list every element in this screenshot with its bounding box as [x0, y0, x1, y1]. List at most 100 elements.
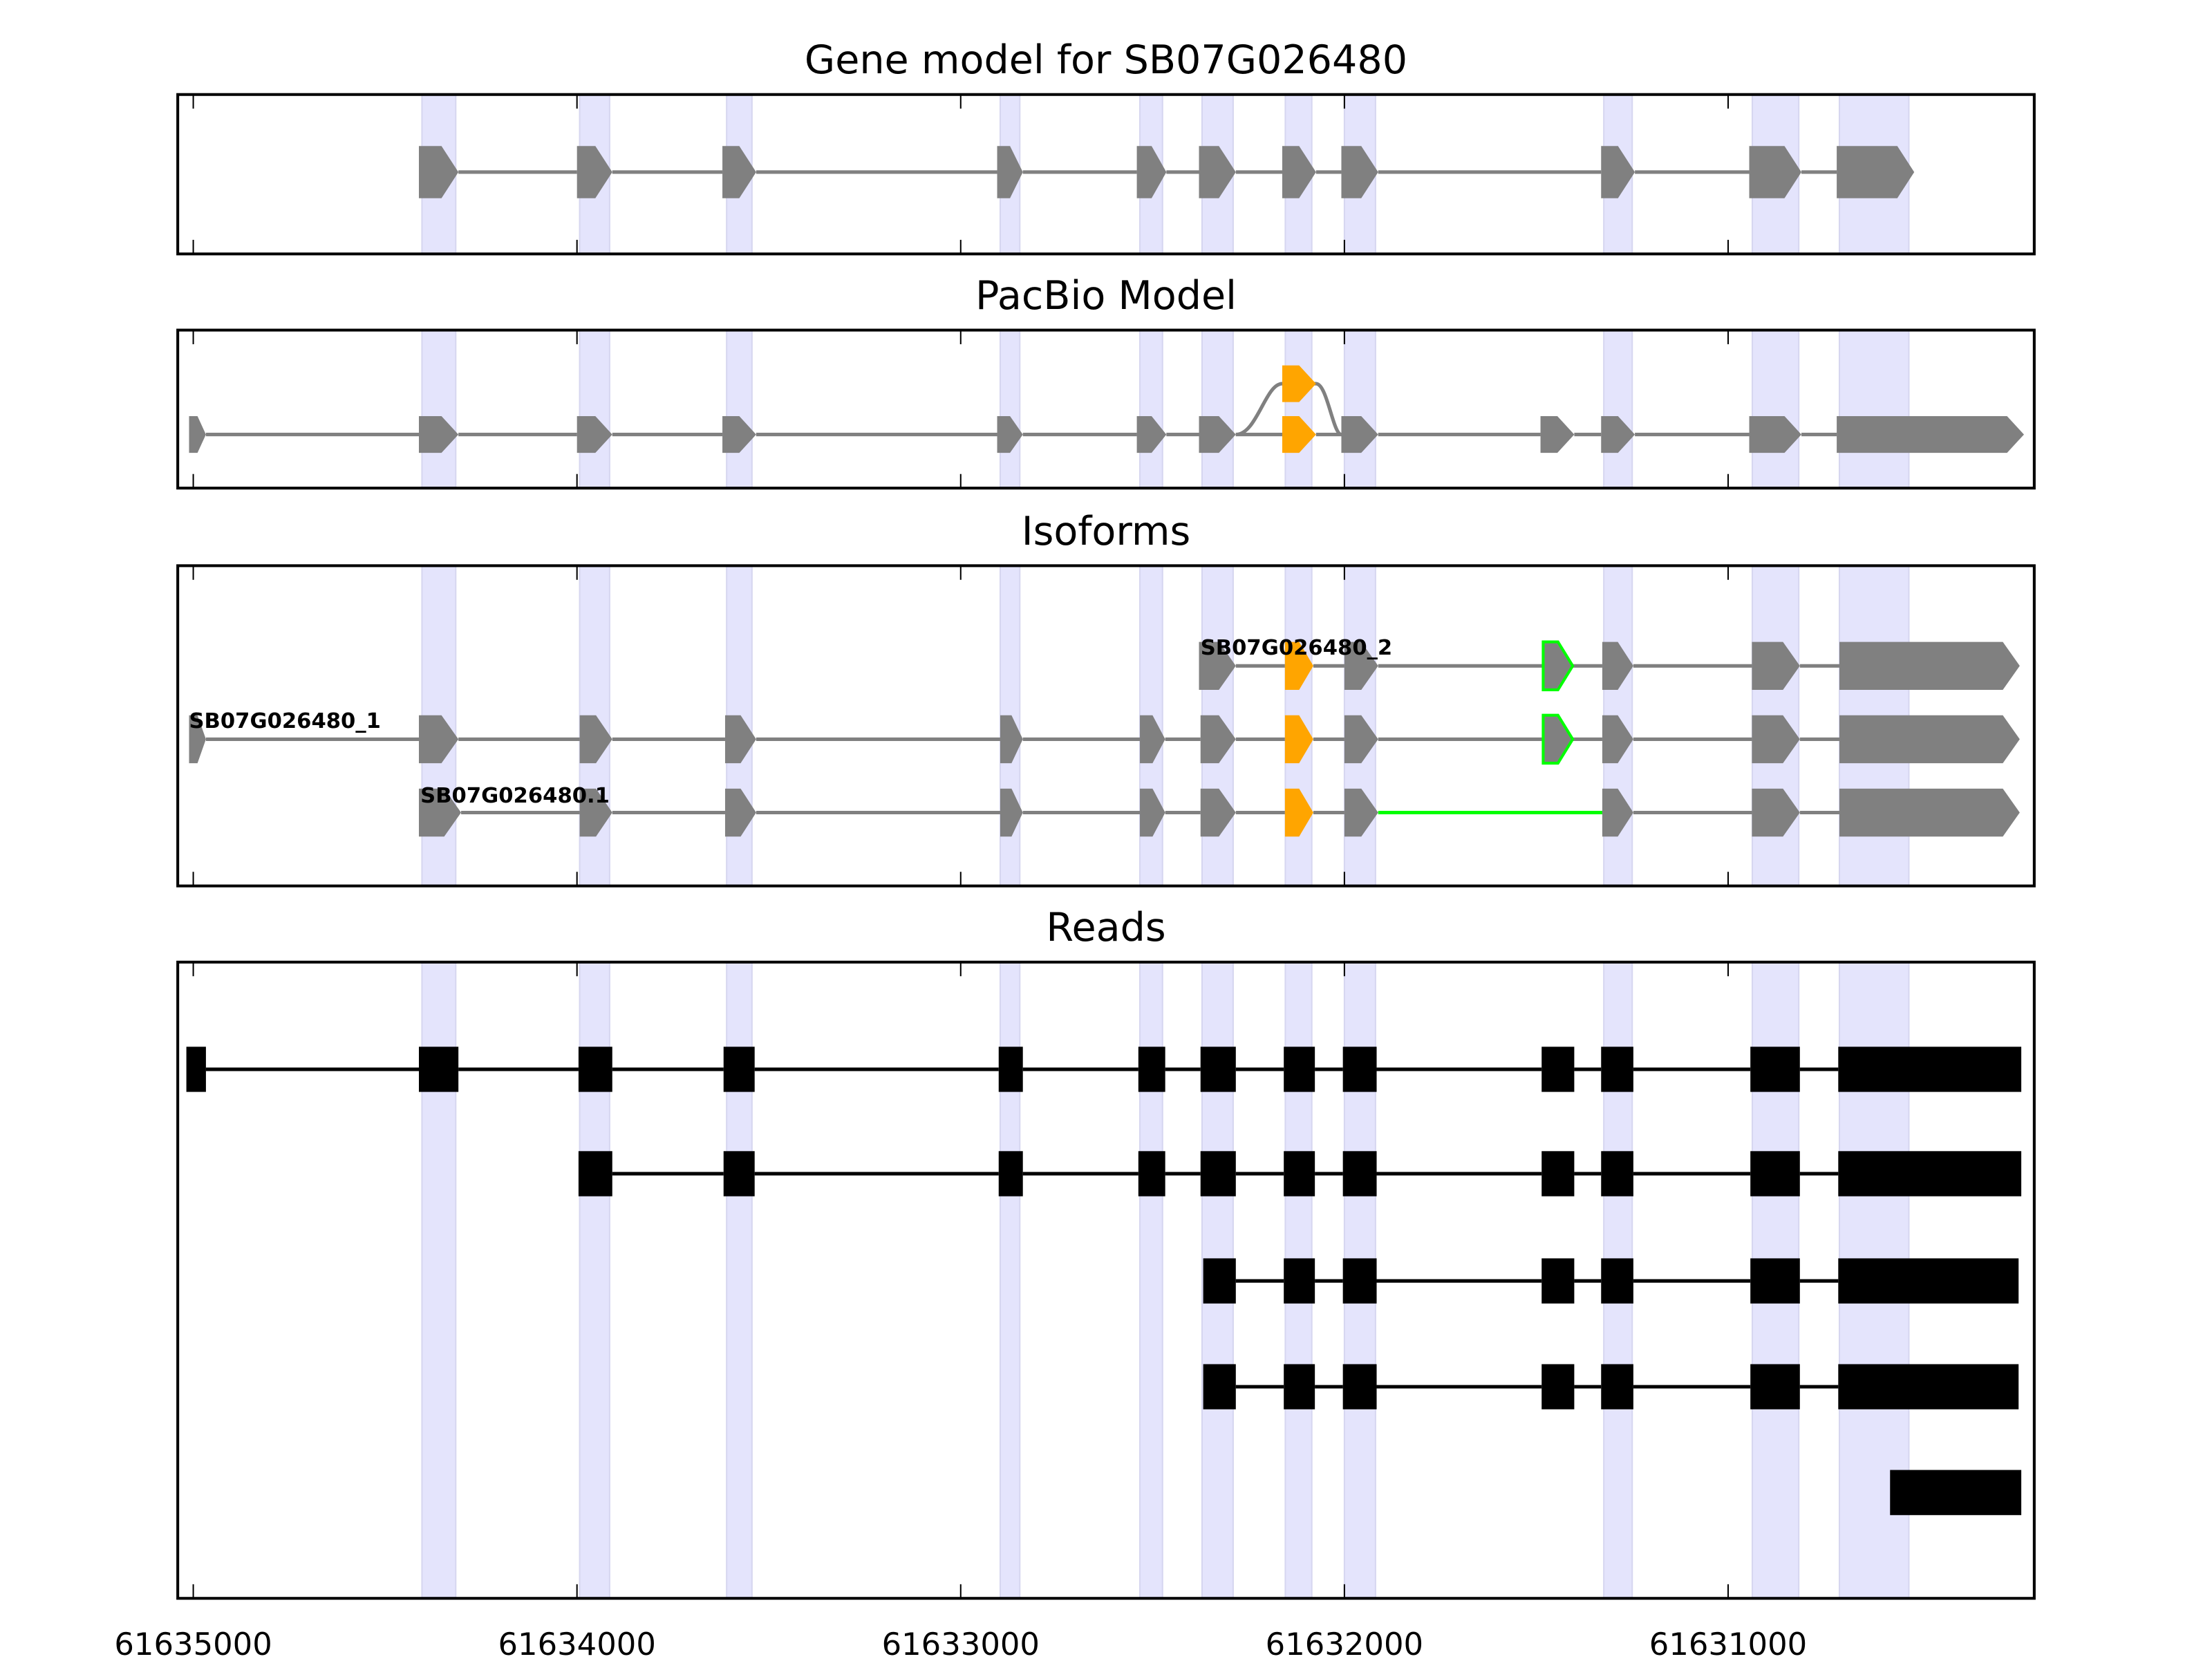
shaded-exon-region — [999, 329, 1021, 489]
panel-title-pacbio: PacBio Model — [975, 273, 1237, 319]
panel-frame — [176, 93, 2036, 256]
exon — [1601, 146, 1635, 198]
exon — [577, 416, 612, 453]
read-block — [1342, 1151, 1377, 1197]
exon — [1140, 788, 1165, 837]
shaded-exon-region — [1838, 329, 1910, 489]
exon — [724, 788, 756, 837]
read-block — [578, 1151, 612, 1197]
read-block — [186, 1047, 206, 1092]
read-block — [1284, 1364, 1315, 1409]
alt-exon — [1284, 715, 1313, 764]
panel-frames — [176, 93, 2036, 1600]
read-block — [1750, 1047, 1800, 1092]
exon — [1344, 641, 1378, 690]
x-tick-label: 61632000 — [1266, 1626, 1423, 1659]
exon — [1540, 416, 1575, 453]
exon — [579, 788, 612, 837]
read-block — [1750, 1151, 1800, 1197]
alt-exon — [1282, 365, 1316, 402]
exon — [724, 715, 756, 764]
isoform-label: SB07G026480_2 — [1201, 636, 1392, 660]
exon — [577, 146, 612, 198]
read-block — [1750, 1364, 1800, 1409]
exon — [418, 416, 459, 453]
exon — [1341, 416, 1378, 453]
exon — [1602, 641, 1633, 690]
read-block — [1200, 1047, 1236, 1092]
isoform-label: SB07G026480.1 — [420, 784, 610, 808]
panel-title-reads: Reads — [1046, 905, 1165, 950]
exon — [1839, 715, 2020, 764]
read-block — [1541, 1364, 1575, 1409]
exon — [189, 715, 206, 764]
transcript-track — [418, 146, 1915, 198]
panel-frame — [176, 960, 2036, 1600]
read-block — [1601, 1151, 1633, 1197]
read-block — [1284, 1047, 1315, 1092]
transcript-track — [189, 713, 2020, 765]
exon — [1839, 788, 2020, 837]
exon — [1752, 788, 1800, 837]
exon — [997, 146, 1023, 198]
shaded-exon-region — [1343, 329, 1376, 489]
read-block — [1838, 1047, 2022, 1092]
shaded-exon-region — [1201, 329, 1234, 489]
alt-exon — [1284, 788, 1313, 837]
track-marks — [186, 146, 2024, 1515]
alt-exon — [1284, 641, 1313, 690]
read-track — [186, 1047, 2022, 1092]
read-block — [1601, 1364, 1633, 1409]
read-block — [1601, 1047, 1633, 1092]
exon — [418, 146, 459, 198]
read-block — [1138, 1047, 1165, 1092]
read-block — [1750, 1258, 1800, 1304]
x-tick-label: 61634000 — [498, 1626, 655, 1659]
exon — [1200, 788, 1236, 837]
shaded-regions — [421, 93, 1910, 1600]
shaded-exon-region — [1284, 329, 1313, 489]
novel-exon — [1541, 640, 1575, 691]
exon — [1752, 641, 1800, 690]
read-block — [1203, 1364, 1236, 1409]
panel-frame — [176, 564, 2036, 888]
read-block — [418, 1047, 459, 1092]
isoform-label: SB07G026480_1 — [189, 709, 380, 733]
transcript-track — [1199, 640, 2020, 691]
read-block — [723, 1047, 755, 1092]
exon — [1839, 641, 2020, 690]
read-track — [1203, 1364, 2019, 1409]
exon — [1837, 146, 1915, 198]
read-block — [1838, 1258, 2019, 1304]
read-track — [578, 1151, 2022, 1197]
exon — [1602, 788, 1633, 837]
exon — [1749, 416, 1802, 453]
read-block — [1541, 1151, 1575, 1197]
exon — [1199, 641, 1236, 690]
exon — [1199, 146, 1236, 198]
shaded-exon-region — [1603, 329, 1633, 489]
exon — [1282, 146, 1316, 198]
read-block — [1601, 1258, 1633, 1304]
shaded-exon-region — [421, 329, 457, 489]
read-block — [1203, 1258, 1236, 1304]
read-block — [1200, 1151, 1236, 1197]
exon — [1341, 146, 1378, 198]
exon — [1140, 715, 1165, 764]
shaded-exon-region — [726, 329, 753, 489]
exon — [1344, 788, 1378, 837]
exon — [1602, 715, 1633, 764]
exon — [1601, 416, 1635, 453]
read-block — [1342, 1258, 1377, 1304]
shaded-exon-region — [579, 329, 610, 489]
read-block — [578, 1047, 612, 1092]
read-block — [1284, 1151, 1315, 1197]
exon — [1344, 715, 1378, 764]
transcript-track — [189, 365, 2024, 453]
read-block — [1541, 1047, 1575, 1092]
exon — [1749, 146, 1802, 198]
read-block — [1890, 1470, 2022, 1515]
read-block — [1342, 1364, 1377, 1409]
exon — [1200, 715, 1236, 764]
